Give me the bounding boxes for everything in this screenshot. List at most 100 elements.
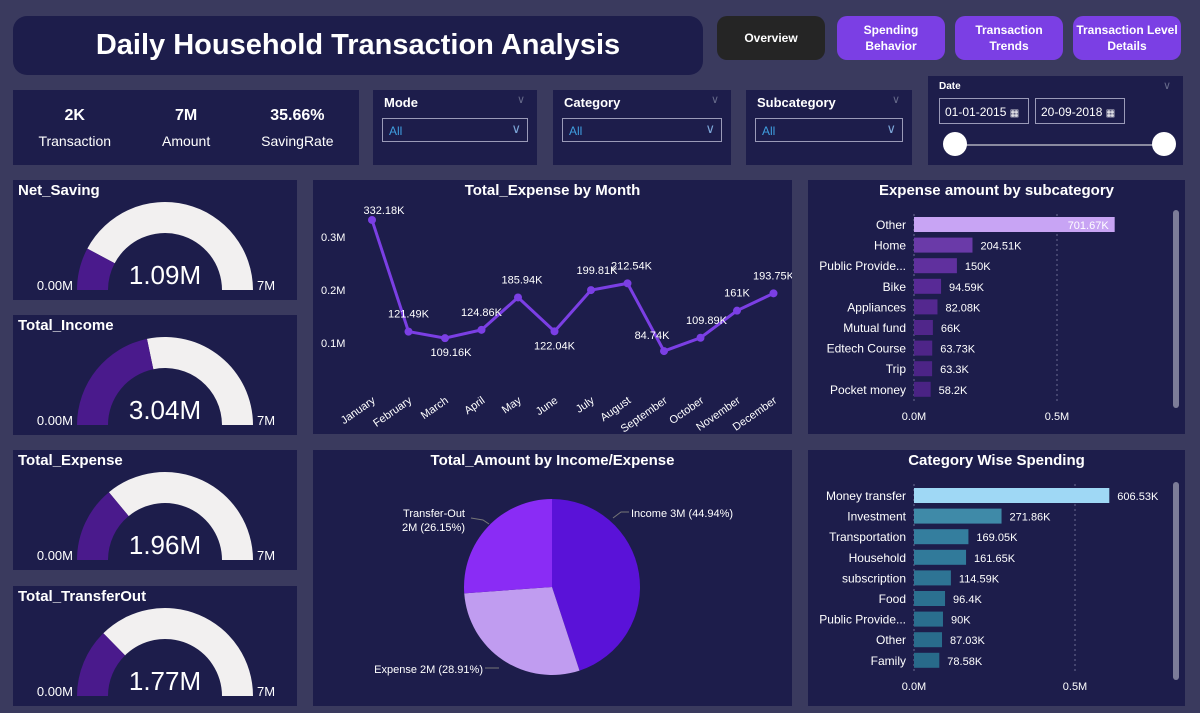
data-point — [623, 279, 632, 288]
chevron-down-icon[interactable]: ∨ — [1162, 80, 1171, 92]
data-label: 122.04K — [534, 340, 576, 352]
kpi-value: 2K — [64, 106, 85, 124]
y-tick-label: 0.1M — [321, 338, 345, 350]
scrollbar[interactable] — [1173, 210, 1179, 408]
data-label: 204.51K — [980, 241, 1022, 253]
data-label: 58.2K — [939, 385, 968, 397]
kpi-amount: 7M Amount — [162, 107, 210, 149]
bar — [914, 632, 943, 648]
pie-slice-income — [552, 499, 640, 671]
data-point — [477, 325, 486, 334]
date-range-end-handle[interactable] — [1152, 132, 1176, 156]
data-point — [696, 333, 705, 342]
chevron-down-icon[interactable]: ∨ — [516, 94, 525, 106]
subcategory-dropdown[interactable]: All ∨ — [755, 118, 903, 142]
data-label: 606.53K — [1117, 491, 1159, 503]
category-label: Other — [876, 218, 906, 232]
data-label: 161K — [724, 288, 750, 300]
data-label: 124.86K — [461, 307, 503, 319]
slice-label: Transfer-Out — [403, 508, 465, 520]
data-label: 169.05K — [976, 532, 1018, 544]
line-chart: 0.1M0.2M0.3M332.18KJanuary121.49KFebruar… — [321, 205, 795, 435]
category-label: Public Provide... — [819, 259, 906, 273]
category-label: Trip — [886, 362, 907, 376]
end-date-input[interactable]: 20-09-2018 ▦ — [1035, 98, 1125, 124]
data-label: 109.89K — [686, 315, 728, 327]
data-label: 121.49K — [388, 309, 430, 321]
date-range-track — [955, 144, 1163, 146]
category-label: Family — [871, 654, 906, 668]
kpi-card: 2K Transaction 7M Amount 35.66% SavingRate — [13, 90, 359, 165]
data-label: 212.54K — [611, 260, 653, 272]
gauge-min-label: 0.00M — [37, 278, 73, 293]
category-label: Mutual fund — [843, 321, 906, 335]
dashboard-title: Daily Household Transaction Analysis — [13, 16, 703, 75]
dropdown-value: All — [389, 124, 403, 138]
bar — [914, 381, 931, 397]
category-label: Food — [879, 592, 906, 606]
nav-transaction-level-details-button[interactable]: Transaction Level Details — [1073, 16, 1181, 60]
data-point — [660, 347, 668, 356]
category-dropdown[interactable]: All ∨ — [562, 118, 722, 142]
data-point — [368, 215, 376, 224]
data-label: 66K — [941, 323, 961, 335]
date-value: 20-09-2018 — [1041, 105, 1103, 119]
gauge-min-label: 0.00M — [37, 413, 73, 428]
gauge-fill — [77, 248, 115, 290]
data-label: 193.75K — [753, 270, 792, 282]
x-tick-label: 0.0M — [902, 681, 926, 693]
slicer-label: Category — [564, 95, 621, 110]
data-label: 109.16K — [431, 347, 473, 359]
chevron-down-icon: ∨ — [886, 121, 896, 136]
category-label: Bike — [883, 280, 907, 294]
calendar-icon[interactable]: ▦ — [1009, 108, 1020, 119]
kpi-transaction: 2K Transaction — [38, 107, 111, 149]
pie-slice-transfer-out — [464, 499, 552, 594]
gauge-fill — [77, 492, 129, 560]
bar — [914, 258, 957, 274]
dropdown-value: All — [569, 124, 583, 138]
data-label: 90K — [951, 615, 971, 627]
data-label: 271.86K — [1010, 512, 1052, 524]
slicer-label: Subcategory — [757, 95, 836, 110]
bar — [914, 652, 940, 668]
data-point — [550, 327, 559, 336]
bar — [914, 278, 942, 294]
bar — [914, 529, 969, 545]
x-tick-label: June — [534, 395, 560, 419]
data-point — [769, 289, 778, 298]
chevron-down-icon[interactable]: ∨ — [710, 94, 719, 106]
gauge-max-label: 7M — [257, 548, 275, 563]
category-label: Money transfer — [826, 489, 906, 503]
expense-by-subcategory-panel: Expense amount by subcategory 0.0M 0.5M Ot… — [808, 180, 1185, 434]
gauge-value: 1.77M — [129, 666, 201, 696]
series-line — [370, 219, 775, 353]
calendar-icon[interactable]: ▦ — [1105, 108, 1116, 119]
x-tick-label: March — [419, 395, 451, 422]
date-range-start-handle[interactable] — [943, 132, 967, 156]
gauge-max-label: 7M — [257, 684, 275, 699]
category-slicer: Category ∨ All ∨ — [553, 90, 731, 165]
scrollbar[interactable] — [1173, 482, 1179, 680]
data-label: 150K — [965, 261, 991, 273]
date-value: 01-01-2015 — [945, 105, 1007, 119]
amount-by-income-expense-panel: Total_Amount by Income/Expense Income 3M… — [313, 450, 792, 706]
bar — [914, 340, 933, 356]
mode-dropdown[interactable]: All ∨ — [382, 118, 528, 142]
data-label: 82.08K — [945, 302, 981, 314]
nav-spending-behavior-button[interactable]: Spending Behavior — [837, 16, 945, 60]
nav-overview-button[interactable]: Overview — [717, 16, 825, 60]
kpi-value: 7M — [174, 106, 198, 124]
bar-chart: 0.0M 0.5M Money transfer 606.53K Investment 2… — [819, 484, 1159, 693]
gauge: 1.96M 0.00M 7M — [37, 472, 275, 563]
category-label: Other — [876, 633, 906, 647]
slice-label: Income 3M (44.94%) — [631, 508, 733, 520]
slice-label: Expense 2M (28.91%) — [374, 664, 483, 676]
chevron-down-icon[interactable]: ∨ — [891, 94, 900, 106]
data-label: 114.59K — [959, 573, 1000, 585]
x-tick-label: February — [371, 394, 414, 429]
data-point — [441, 334, 449, 343]
nav-transaction-trends-button[interactable]: Transaction Trends — [955, 16, 1063, 60]
category-label: Investment — [847, 510, 906, 524]
start-date-input[interactable]: 01-01-2015 ▦ — [939, 98, 1029, 124]
